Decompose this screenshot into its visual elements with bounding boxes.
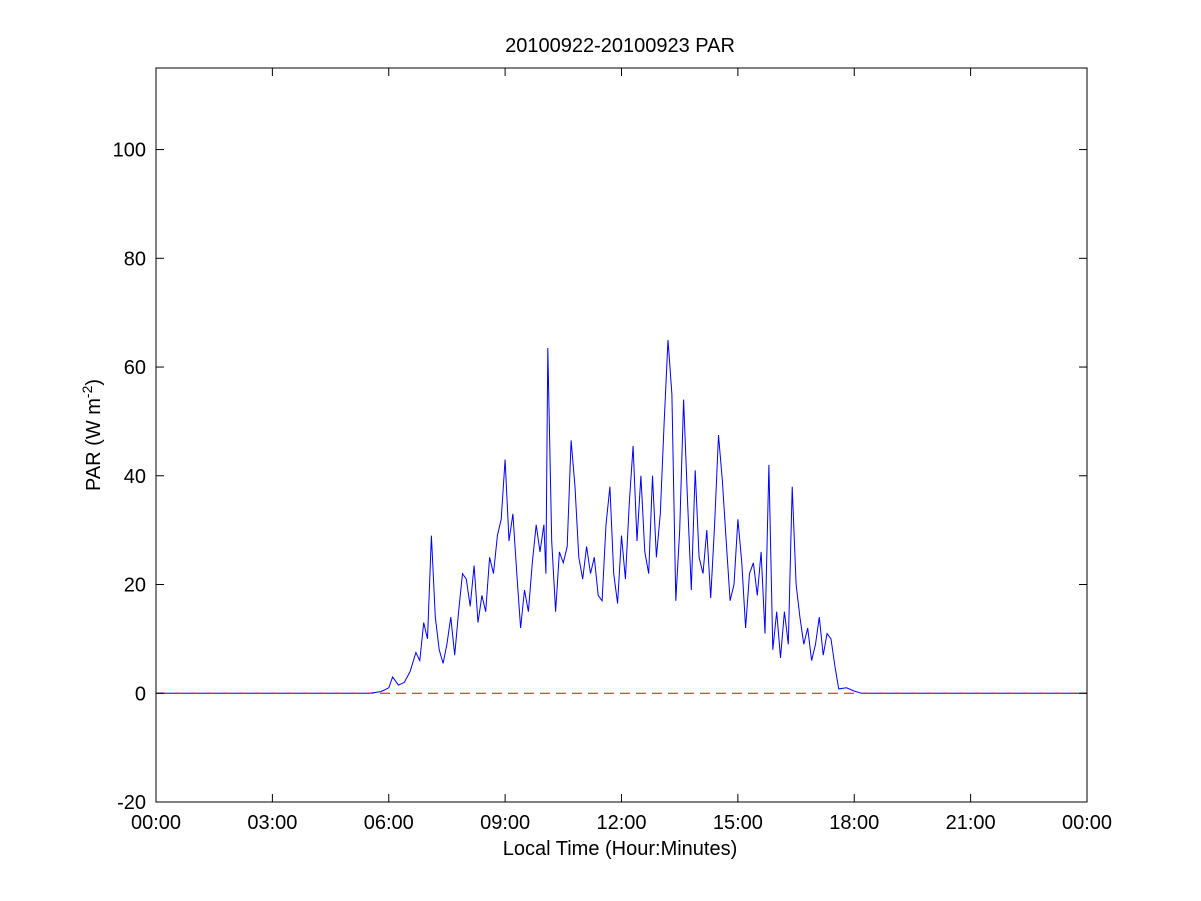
x-tick-label: 06:00 bbox=[364, 812, 414, 834]
x-tick-label: 18:00 bbox=[829, 812, 879, 834]
y-tick-label: 80 bbox=[124, 248, 146, 270]
y-tick-label: -20 bbox=[117, 792, 146, 814]
y-axis-label: PAR (W m-2) bbox=[79, 379, 105, 491]
y-axis-label-text: PAR (W m bbox=[83, 398, 105, 491]
y-tick-label: 40 bbox=[124, 466, 146, 488]
y-axis-label-suffix: ) bbox=[83, 379, 105, 386]
x-tick-label: 03:00 bbox=[247, 812, 297, 834]
axes-frame bbox=[155, 67, 1088, 803]
x-tick-label: 00:00 bbox=[1062, 812, 1112, 834]
y-tick-label: 0 bbox=[135, 683, 146, 705]
x-axis-label: Local Time (Hour:Minutes) bbox=[503, 838, 738, 860]
x-tick-label: 09:00 bbox=[480, 812, 530, 834]
y-axis-label-superscript: -2 bbox=[79, 385, 95, 398]
par-series-line bbox=[156, 339, 1087, 694]
y-tick-label: 60 bbox=[124, 357, 146, 379]
y-tick-label: 100 bbox=[113, 140, 146, 162]
chart-title: 20100922-20100923 PAR bbox=[505, 35, 735, 57]
plot-area bbox=[155, 67, 1088, 803]
y-tick-label: 20 bbox=[124, 575, 146, 597]
y-axis: -20 0 20 40 60 80 100 bbox=[113, 140, 1087, 814]
x-axis: 00:00 03:00 06:00 09:00 12:00 15:00 18:00 21:00… bbox=[131, 68, 1112, 834]
x-tick-label: 15:00 bbox=[713, 812, 763, 834]
x-tick-label: 12:00 bbox=[596, 812, 646, 834]
series-layer bbox=[156, 339, 1087, 694]
x-tick-label: 21:00 bbox=[946, 812, 996, 834]
x-tick-label: 00:00 bbox=[131, 812, 181, 834]
